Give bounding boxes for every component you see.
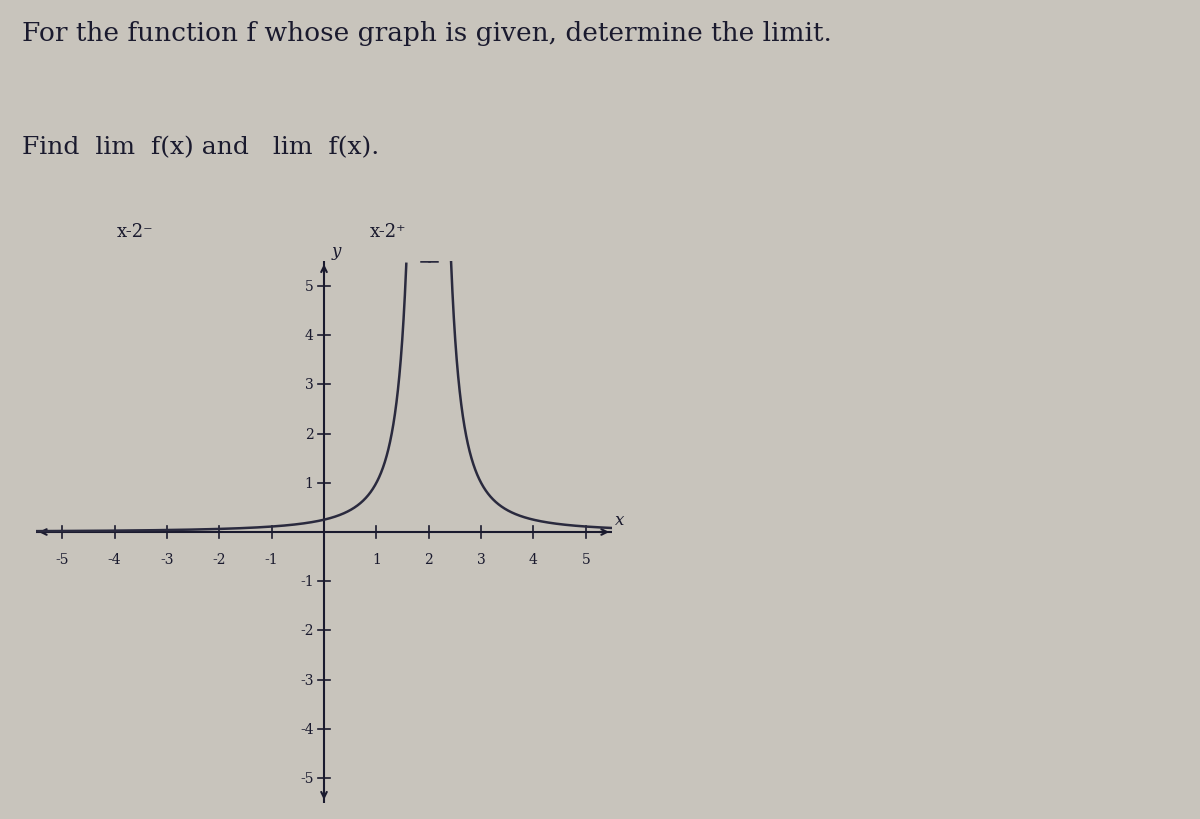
Text: -1: -1 — [265, 552, 278, 566]
Text: 3: 3 — [305, 378, 313, 392]
Text: 5: 5 — [582, 552, 590, 566]
Text: 1: 1 — [305, 476, 313, 491]
Text: -4: -4 — [108, 552, 121, 566]
Text: -3: -3 — [300, 672, 313, 687]
Text: y: y — [332, 242, 341, 260]
Text: -1: -1 — [300, 574, 313, 589]
Text: 4: 4 — [529, 552, 538, 566]
Text: 2: 2 — [305, 427, 313, 441]
Text: -2: -2 — [212, 552, 226, 566]
Text: x-2⁻: x-2⁻ — [116, 223, 154, 241]
Text: -5: -5 — [55, 552, 68, 566]
Text: 2: 2 — [425, 552, 433, 566]
Text: x: x — [614, 512, 624, 528]
Text: 1: 1 — [372, 552, 380, 566]
Text: 3: 3 — [476, 552, 486, 566]
Text: For the function f whose graph is given, determine the limit.: For the function f whose graph is given,… — [22, 21, 832, 46]
Text: -4: -4 — [300, 722, 313, 736]
Text: Find  lim  f(x) and   lim  f(x).: Find lim f(x) and lim f(x). — [22, 136, 379, 159]
Text: -2: -2 — [300, 623, 313, 638]
Text: 4: 4 — [305, 328, 313, 343]
Text: x-2⁺: x-2⁺ — [370, 223, 406, 241]
Text: 5: 5 — [305, 279, 313, 294]
Text: -5: -5 — [300, 771, 313, 785]
Text: -3: -3 — [160, 552, 174, 566]
